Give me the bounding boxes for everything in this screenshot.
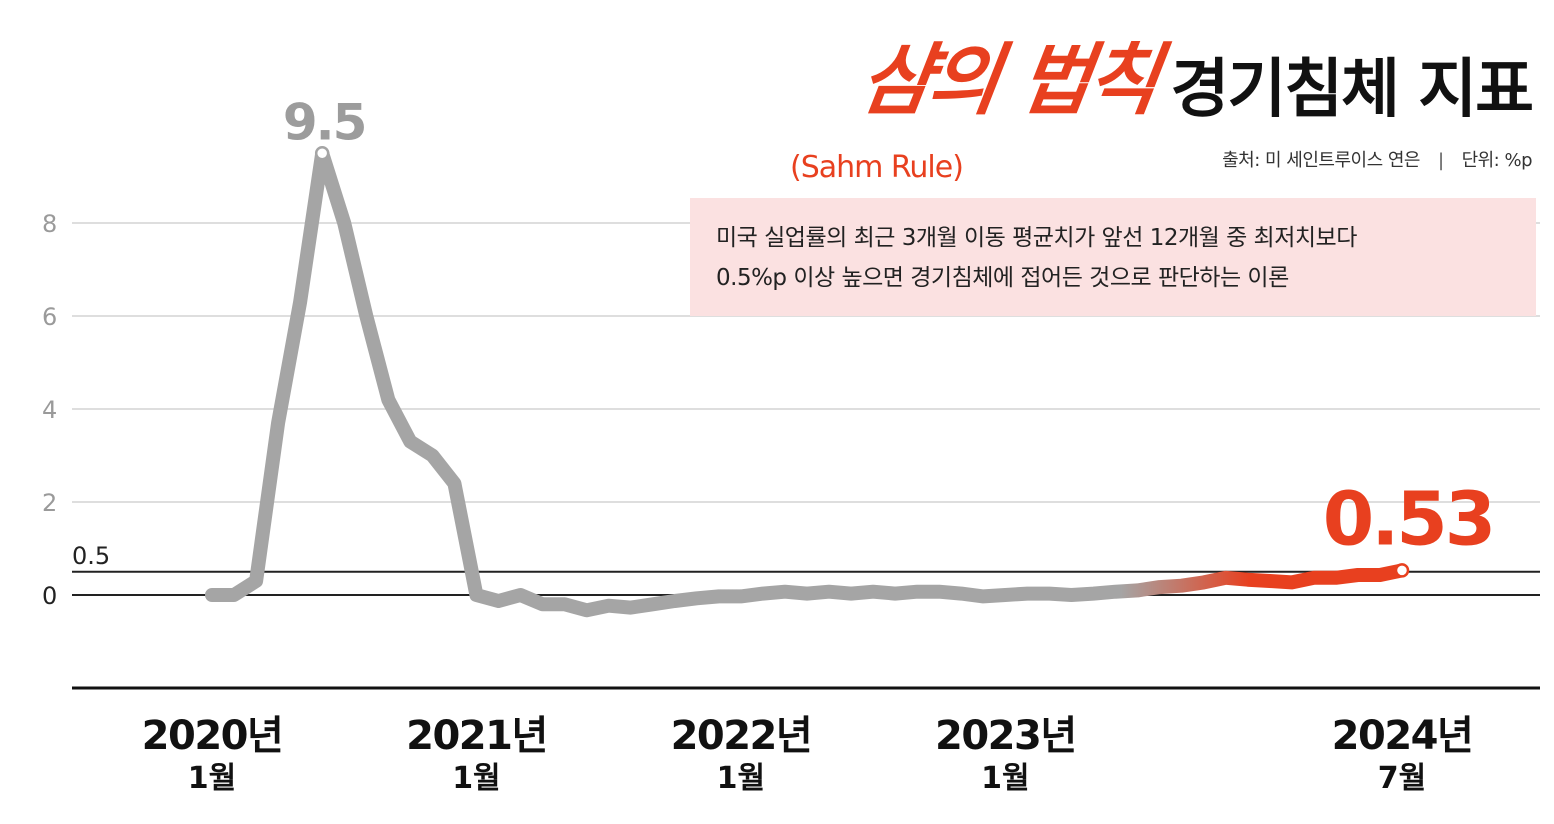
definition-line-1: 미국 실업률의 최근 3개월 이동 평균치가 앞선 12개월 중 최저치보다 (716, 225, 1357, 251)
title-main-text: 경기침체 지표 (1170, 53, 1534, 127)
x-tick-month: 1월 (717, 761, 765, 796)
x-tick-year: 2024년 (1332, 713, 1473, 759)
threshold-label: 0.5 (72, 542, 110, 570)
annotation-marker (1394, 563, 1410, 578)
x-tick-month: 1월 (981, 761, 1029, 796)
definition-box: 미국 실업률의 최근 3개월 이동 평균치가 앞선 12개월 중 최저치보다 0… (690, 198, 1536, 316)
annotation-marker (314, 146, 330, 161)
y-tick-label: 0 (42, 582, 57, 610)
x-tick-year: 2020년 (142, 713, 283, 759)
unit-text: 단위: %p (1461, 150, 1533, 171)
chart-title: 샴의 법칙 경기침체 지표 (855, 18, 1534, 130)
y-tick-label: 4 (42, 396, 57, 424)
title-brush-text: 샴의 법칙 (854, 35, 1162, 126)
source-unit-line: 출처: 미 세인트루이스 연은 | 단위: %p (1222, 146, 1532, 172)
meta-separator: | (1437, 150, 1444, 171)
source-text: 출처: 미 세인트루이스 연은 (1222, 150, 1420, 171)
definition-line-2: 0.5%p 이상 높으면 경기침체에 접어든 것으로 판단하는 이론 (716, 265, 1289, 291)
x-tick-month: 1월 (452, 761, 500, 796)
series-line (205, 146, 1409, 618)
x-tick-year: 2022년 (671, 713, 812, 759)
x-tick-year: 2021년 (406, 713, 547, 759)
y-tick-label: 6 (42, 303, 57, 331)
y-tick-label: 8 (42, 210, 57, 238)
data-label: 9.5 (283, 93, 366, 151)
x-tick-year: 2023년 (935, 713, 1076, 759)
title-english: (Sahm Rule) (790, 150, 964, 185)
data-label: 0.53 (1323, 476, 1494, 562)
x-tick-month: 7월 (1378, 761, 1426, 796)
y-tick-label: 2 (42, 489, 57, 517)
x-tick-month: 1월 (188, 761, 236, 796)
